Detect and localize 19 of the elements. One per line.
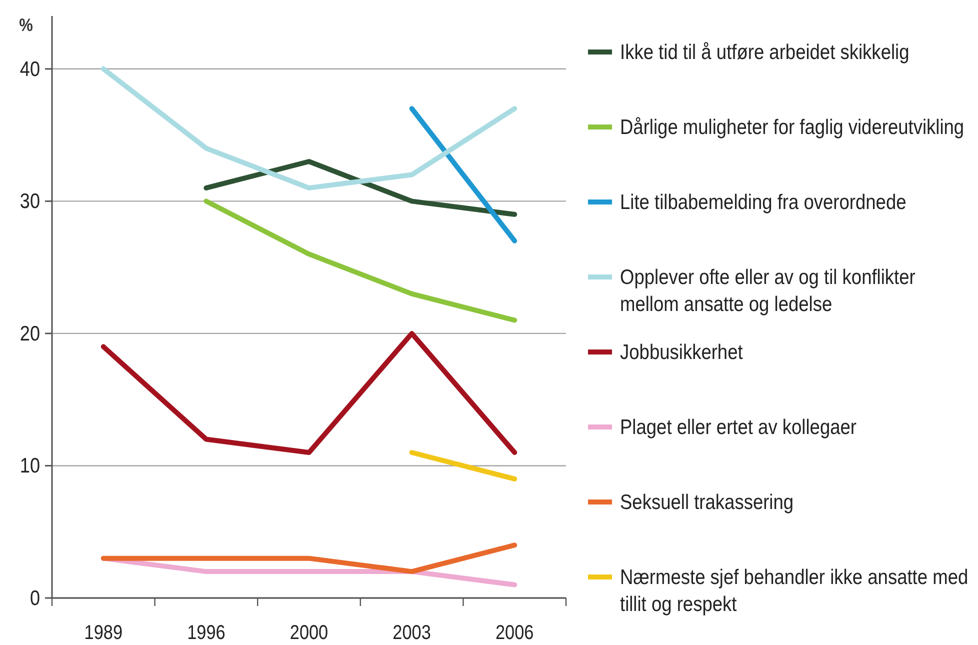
y-tick-label: 20 xyxy=(20,322,40,346)
legend-label: Opplever ofte eller av og til konflikter mellom ansatte og ledelse xyxy=(620,266,916,316)
y-axis-title: % xyxy=(19,14,33,36)
x-tick-label: 1989 xyxy=(84,620,123,644)
legend-label: Jobbusikkerhet xyxy=(620,340,744,364)
legend-label: Seksuell trakassering xyxy=(620,490,794,514)
legend-label: Lite tilbabemelding fra overordnede xyxy=(620,190,906,214)
y-tick-label: 30 xyxy=(20,190,40,214)
y-tick-label: 10 xyxy=(20,454,40,478)
legend-label: Ikke tid til å utføre arbeidet skikkelig xyxy=(620,40,910,64)
y-tick-label: 40 xyxy=(20,58,40,82)
x-tick-label: 2006 xyxy=(495,620,534,644)
legend-label: Plaget eller ertet av kollegaer xyxy=(620,416,857,440)
legend-label: Dårlige muligheter for faglig videreutvikling xyxy=(620,116,964,140)
legend-label: Nærmeste sjef behandler ikke ansatte med tillit og respekt xyxy=(620,566,968,616)
y-tick-label: 0 xyxy=(30,586,40,610)
x-tick-label: 2003 xyxy=(392,620,431,644)
x-tick-label: 1996 xyxy=(187,620,226,644)
x-tick-label: 2000 xyxy=(290,620,328,644)
